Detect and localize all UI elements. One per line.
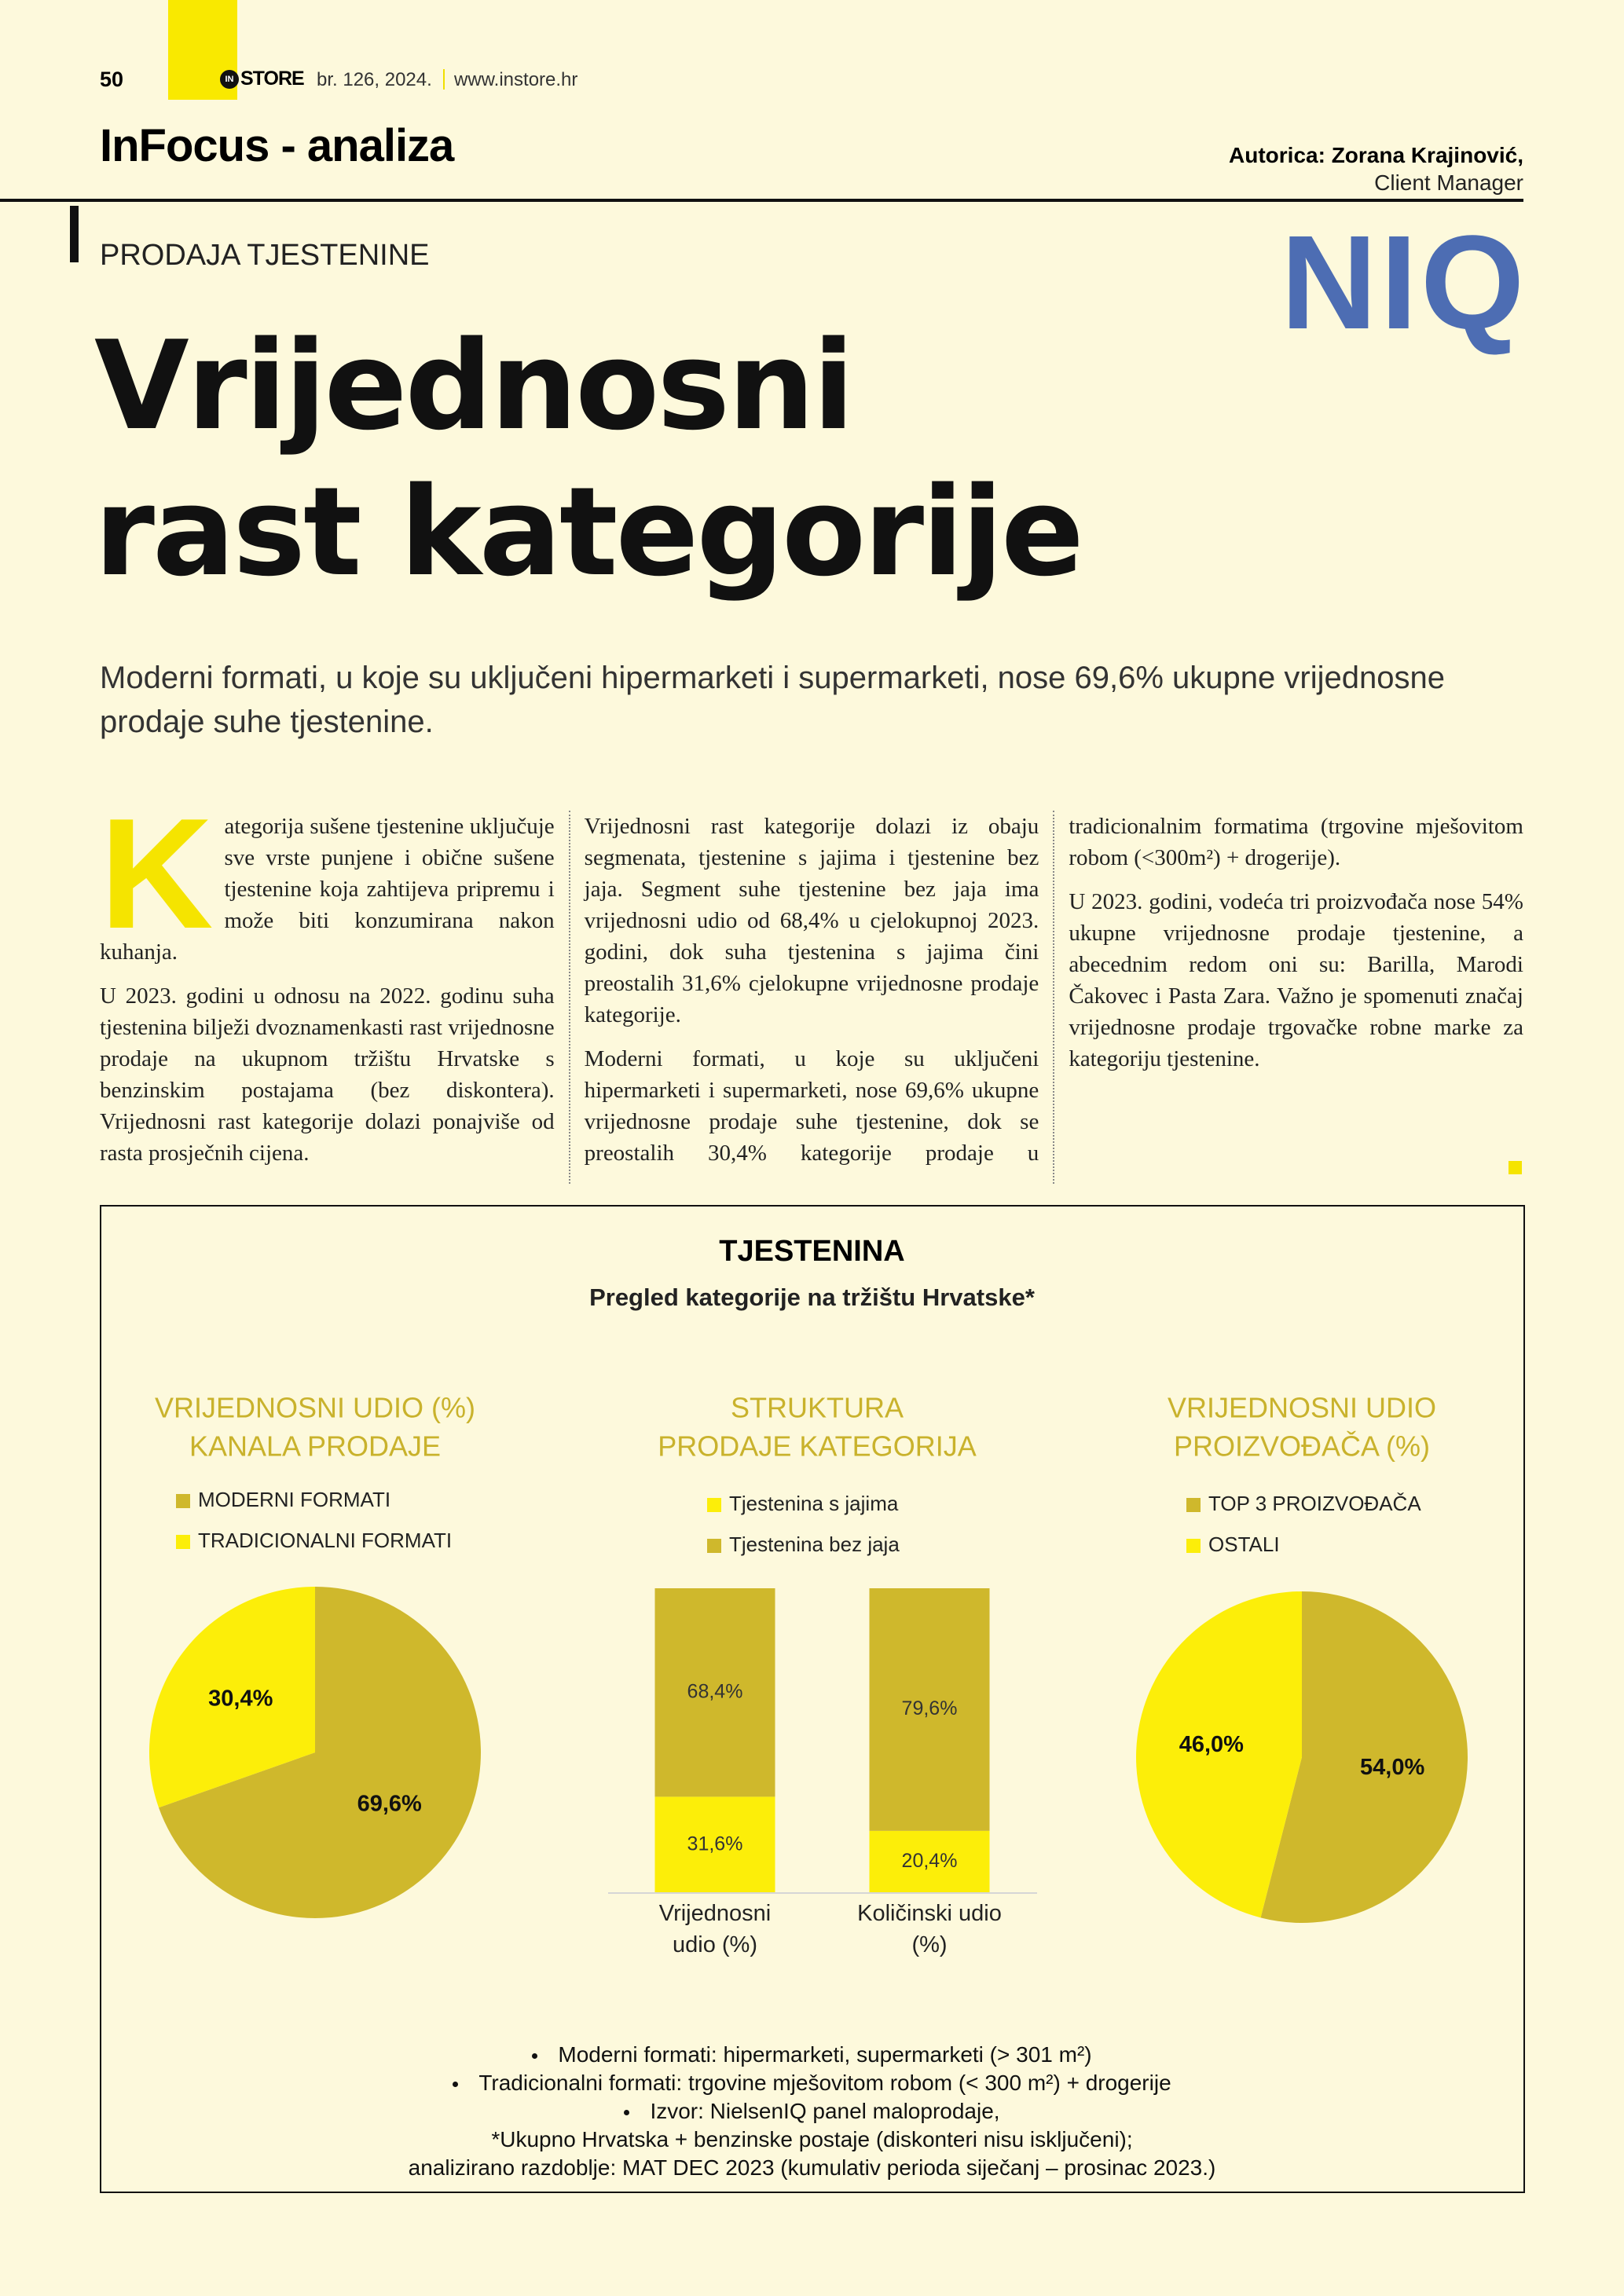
- paragraph: U 2023. godini u odnosu na 2022. godinu …: [100, 983, 555, 1166]
- end-mark: [1509, 1161, 1522, 1174]
- paragraph: Moderni formati, u koje su uključeni hip…: [584, 814, 1523, 1166]
- body: Kategorija sušene tjestenine uključuje s…: [100, 786, 1523, 1184]
- url: www.instore.hr: [454, 69, 578, 90]
- pie-slice: [149, 1587, 315, 1808]
- data-label: 69,6%: [357, 1792, 422, 1817]
- bar-segment: [654, 1796, 775, 1893]
- chart-title: VRIJEDNOSNI UDIO: [1168, 1392, 1436, 1424]
- kicker-bar: [70, 206, 79, 262]
- legend-swatch: [707, 1539, 721, 1553]
- chart-title: KANALA PRODAJE: [189, 1430, 441, 1463]
- legend-swatch: [176, 1494, 190, 1508]
- paragraph: U 2023. godini, vodeća tri proizvođača n…: [1069, 889, 1523, 1071]
- figure-title: TJESTENINA: [719, 1235, 905, 1268]
- legend-swatch: [707, 1498, 721, 1512]
- kicker: PRODAJA TJESTENINE: [100, 239, 430, 272]
- note-text: *Ukupno Hrvatska + benzinske postaje (di…: [491, 2127, 1133, 2151]
- pie-slice: [1260, 1591, 1468, 1923]
- data-label: 79,6%: [902, 1697, 958, 1719]
- bar-segment: [869, 1588, 990, 1831]
- note: *Ukupno Hrvatska + benzinske postaje (di…: [0, 2127, 1624, 2152]
- note-text: Moderni formati: hipermarketi, supermark…: [558, 2042, 1092, 2067]
- figure-subtitle: Pregled kategorije na tržištu Hrvatske*: [589, 1283, 1035, 1311]
- bullet: [453, 2082, 459, 2088]
- legend-swatch: [176, 1535, 190, 1549]
- legend-swatch: [1186, 1539, 1201, 1553]
- bar-segment: [869, 1830, 990, 1893]
- page-number: 50: [100, 68, 124, 91]
- lead: Moderni formati, u koje su uključeni hip…: [100, 661, 1445, 739]
- note: analizirano razdoblje: MAT DEC 2023 (kum…: [0, 2155, 1624, 2181]
- author-role: Client Manager: [1374, 170, 1523, 195]
- bullet: [624, 2110, 630, 2116]
- legend-label: Tjestenina s jajima: [729, 1492, 899, 1515]
- chart-title: VRIJEDNOSNI UDIO (%): [155, 1392, 475, 1424]
- x-tick-label: Vrijednosni udio (%): [658, 1901, 772, 1957]
- data-label: 54,0%: [1360, 1755, 1424, 1780]
- pie-slice: [159, 1587, 481, 1919]
- legend-label: MODERNI FORMATI: [198, 1488, 390, 1511]
- logo-text: STORE: [240, 68, 305, 90]
- logo-mark: IN: [220, 70, 239, 89]
- paragraph: Kategorija sušene tjestenine uključuje s…: [100, 786, 555, 965]
- note: Izvor: NielsenIQ panel maloprodaje,: [0, 2099, 1624, 2124]
- legend-swatch: [1186, 1498, 1201, 1512]
- separator: [443, 69, 445, 90]
- chart-title: STRUKTURA: [731, 1392, 904, 1424]
- data-label: 46,0%: [1179, 1732, 1244, 1757]
- legend-label: Tjestenina bez jaja: [729, 1532, 900, 1556]
- paragraph: Vrijednosni rast kategorije dolazi iz ob…: [584, 814, 1039, 1027]
- legend-label: OSTALI: [1208, 1532, 1280, 1556]
- chart-title: PROIZVOĐAČA (%): [1174, 1430, 1430, 1463]
- title: rast kategorije: [94, 460, 1084, 603]
- bullet: [532, 2053, 538, 2060]
- brand-logo: NIQ: [1281, 208, 1528, 357]
- section: InFocus - analiza: [100, 120, 454, 171]
- note: Tradicionalni formati: trgovine mješovit…: [0, 2071, 1624, 2096]
- pie-slice: [1136, 1591, 1302, 1918]
- author: Autorica: Zorana Krajinović,: [1229, 143, 1523, 167]
- issue: br. 126, 2024.: [317, 69, 432, 90]
- data-label: 31,6%: [687, 1833, 743, 1855]
- figure-box: [100, 1205, 1525, 2193]
- title: Vrijednosni: [94, 314, 855, 457]
- legend-label: TRADICIONALNI FORMATI: [198, 1529, 452, 1552]
- x-tick-label: Količinski udio (%): [857, 1901, 1002, 1957]
- bar-segment: [654, 1588, 775, 1797]
- data-label: 68,4%: [687, 1680, 743, 1702]
- note-text: Izvor: NielsenIQ panel maloprodaje,: [650, 2099, 1000, 2123]
- data-label: 20,4%: [902, 1850, 958, 1872]
- chart-title: PRODAJE KATEGORIJA: [658, 1430, 976, 1463]
- rule: [0, 199, 1523, 202]
- data-label: 30,4%: [208, 1686, 273, 1712]
- legend-label: TOP 3 PROIZVOĐAČA: [1208, 1492, 1421, 1515]
- note: Moderni formati: hipermarketi, supermark…: [0, 2042, 1624, 2067]
- note-text: Tradicionalni formati: trgovine mješovit…: [478, 2071, 1171, 2095]
- note-text: analizirano razdoblje: MAT DEC 2023 (kum…: [408, 2155, 1216, 2180]
